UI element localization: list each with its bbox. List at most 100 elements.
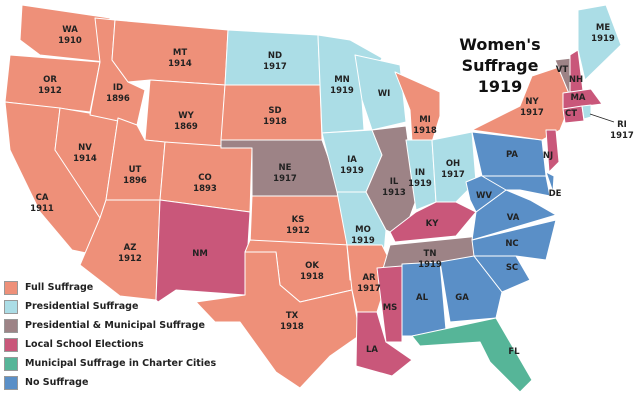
state-label-co: CO [198, 173, 211, 183]
state-label-tn: TN [424, 249, 437, 259]
legend-label: Local School Elections [25, 339, 144, 350]
state-oh [431, 131, 477, 203]
state-wi [354, 54, 407, 131]
state-label-nd: ND [268, 51, 282, 61]
state-label-mt: MT [173, 48, 187, 58]
state-ct [562, 105, 585, 124]
state-label-ga: GA [455, 293, 469, 303]
state-label-sd: SD [268, 106, 281, 116]
state-label-nm: NM [192, 249, 208, 259]
state-label-ri: RI [617, 120, 627, 130]
state-year-id: 1896 [106, 94, 130, 104]
state-year-ca: 1911 [30, 204, 54, 214]
state-label-ma: MA [570, 93, 585, 103]
state-label-ca: CA [36, 193, 49, 203]
state-label-il: IL [390, 177, 399, 187]
state-label-nv: NV [78, 143, 92, 153]
state-label-ct: CT [565, 109, 577, 119]
state-year-wy: 1869 [174, 122, 198, 132]
state-label-al: AL [416, 293, 429, 303]
state-year-sd: 1918 [263, 117, 287, 127]
legend-item-school: Local School Elections [4, 335, 216, 354]
legend-swatch [4, 356, 18, 371]
state-label-de: DE [549, 189, 562, 199]
legend-item-none: No Suffrage [4, 373, 216, 392]
legend: Full Suffrage Presidential Suffrage Presid… [4, 278, 216, 392]
legend-label: No Suffrage [25, 377, 89, 388]
state-year-co: 1893 [193, 184, 217, 194]
legend-label: Presidential Suffrage [25, 301, 139, 312]
state-de [545, 171, 555, 193]
state-nc [471, 219, 557, 261]
legend-label: Full Suffrage [25, 282, 94, 293]
legend-swatch [4, 318, 18, 333]
state-fl [411, 317, 533, 393]
state-year-nd: 1917 [263, 62, 287, 72]
state-year-ar: 1917 [357, 284, 381, 294]
state-label-ar: AR [362, 273, 376, 283]
state-label-mn: MN [334, 75, 350, 85]
state-label-vt: VT [556, 65, 569, 75]
state-ky [389, 201, 477, 243]
state-label-ia: IA [347, 155, 357, 165]
state-label-me: ME [596, 23, 610, 33]
state-label-ny: NY [525, 97, 539, 107]
state-year-mi: 1918 [413, 126, 437, 136]
legend-swatch [4, 375, 18, 390]
legend-label: Municipal Suffrage in Charter Cities [25, 358, 217, 369]
state-year-mt: 1914 [168, 59, 192, 69]
legend-item-full: Full Suffrage [4, 278, 216, 297]
state-nj [545, 129, 560, 173]
state-label-tx: TX [286, 311, 299, 321]
state-md [481, 175, 551, 197]
state-mt [111, 19, 229, 86]
state-label-az: AZ [124, 243, 137, 253]
state-nm [155, 199, 251, 303]
state-label-ut: UT [129, 165, 142, 175]
title-line-2: 1919 [477, 77, 523, 96]
state-year-il: 1913 [382, 188, 406, 198]
state-year-mn: 1919 [330, 86, 354, 96]
state-year-nv: 1914 [73, 154, 97, 164]
state-label-ms: MS [383, 303, 398, 313]
state-label-in: IN [415, 168, 425, 178]
state-year-tn: 1919 [418, 260, 442, 270]
legend-item-municipal: Municipal Suffrage in Charter Cities [4, 354, 216, 373]
legend-item-presidential: Presidential Suffrage [4, 297, 216, 316]
state-label-mi: MI [419, 115, 431, 125]
state-or [4, 54, 101, 113]
state-year-tx: 1918 [280, 322, 304, 332]
state-label-ok: OK [305, 261, 319, 271]
state-wa [19, 4, 111, 63]
state-label-la: LA [366, 345, 378, 355]
state-year-mo: 1919 [351, 236, 375, 246]
state-label-fl: FL [508, 347, 520, 357]
state-me [577, 4, 622, 81]
state-label-wi: WI [378, 89, 391, 99]
legend-swatch [4, 280, 18, 295]
state-label-wv: WV [476, 191, 492, 201]
state-year-ny: 1917 [520, 108, 544, 118]
state-label-nc: NC [505, 239, 518, 249]
state-year-ri: 1917 [610, 131, 634, 141]
state-label-va: VA [507, 213, 520, 223]
state-year-ne: 1917 [273, 174, 297, 184]
map-title: Women's Suffrage 1919 [425, 34, 575, 97]
state-label-mo: MO [355, 225, 371, 235]
legend-swatch [4, 299, 18, 314]
state-label-ne: NE [279, 163, 292, 173]
state-year-az: 1912 [118, 254, 142, 264]
ri-leader-line [589, 113, 615, 123]
state-year-ok: 1918 [300, 272, 324, 282]
state-label-sc: SC [506, 263, 518, 273]
legend-item-pres_municipal: Presidential & Municipal Suffrage [4, 316, 216, 335]
state-year-in: 1919 [408, 179, 432, 189]
state-ms [376, 265, 403, 343]
state-year-me: 1919 [591, 34, 615, 44]
state-year-ut: 1896 [123, 176, 147, 186]
state-label-oh: OH [446, 159, 460, 169]
legend-swatch [4, 337, 18, 352]
state-year-ia: 1919 [340, 166, 364, 176]
state-year-or: 1912 [38, 86, 62, 96]
